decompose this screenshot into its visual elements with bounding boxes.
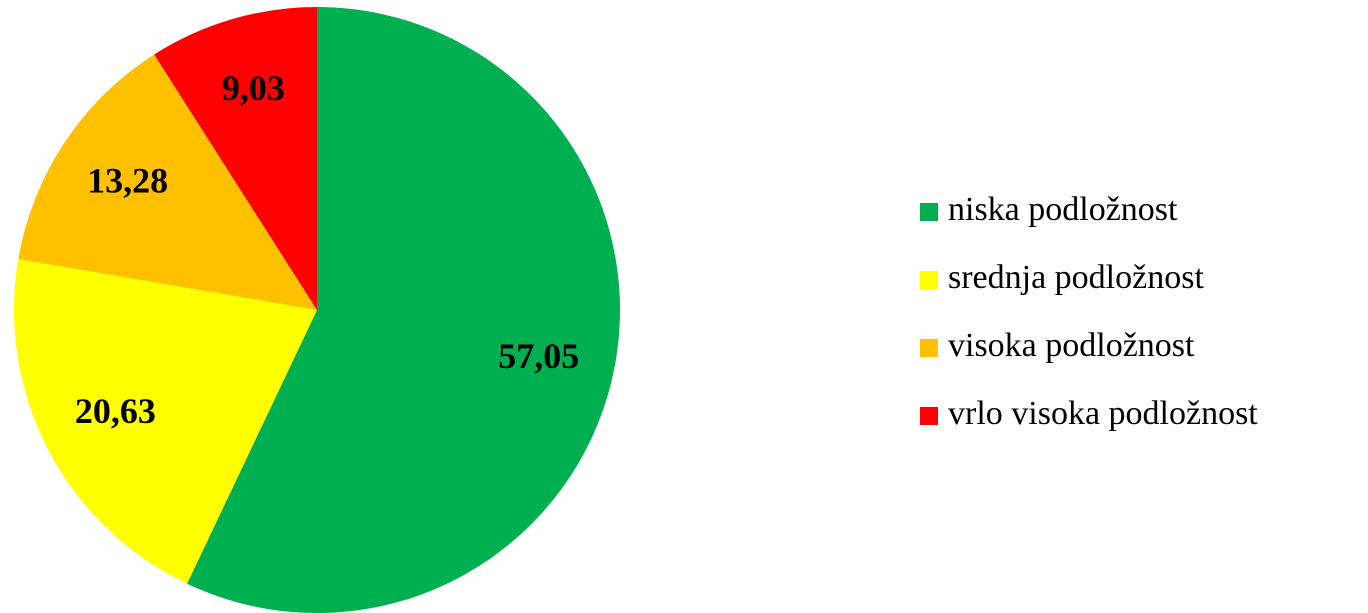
- legend-swatch: [920, 203, 938, 221]
- legend-label: niska podložnost: [948, 191, 1178, 228]
- legend-swatch: [920, 339, 938, 357]
- legend-swatch: [920, 271, 938, 289]
- legend-label: srednja podložnost: [948, 259, 1204, 296]
- data-label: 13,28: [87, 161, 168, 201]
- pie-slice: [14, 259, 317, 584]
- data-label: 57,05: [498, 336, 579, 376]
- pie-slice: [18, 54, 318, 310]
- legend-swatch: [920, 407, 938, 425]
- data-label: 9,03: [222, 68, 285, 108]
- legend-label: vrlo visoka podložnost: [948, 395, 1258, 432]
- pie-slice: [187, 7, 621, 613]
- legend-label: visoka podložnost: [948, 327, 1195, 364]
- data-label: 20,63: [75, 391, 156, 431]
- pie-slice: [154, 7, 317, 310]
